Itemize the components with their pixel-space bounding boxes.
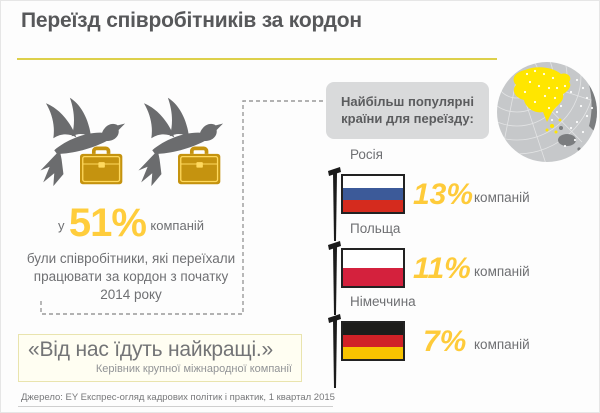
quote-box: «Від нас їдуть найкращі.» Керівник крупн…: [18, 334, 302, 382]
callout-box: Найбільш популярні країни для переїзду:: [326, 82, 489, 139]
callout-text: Найбільш популярні країни для переїзду:: [341, 93, 474, 126]
country-label: Німеччина: [350, 294, 416, 309]
country-label: Росія: [350, 147, 383, 162]
country-value: 7%: [423, 325, 467, 358]
country-unit: компаній: [474, 264, 530, 279]
quote-attribution: Керівник крупної міжнародної компанії: [95, 363, 292, 375]
page-title: Переїзд співробітників за кордон: [21, 9, 362, 32]
flagpole-icon: [328, 167, 341, 241]
flagpole-icon: [328, 241, 341, 315]
stat-description: були співробітники, які переїхали працюв…: [26, 251, 236, 303]
country-label: Польща: [350, 221, 401, 236]
source-note: Джерело: EY Експрес-огляд кадрових політ…: [21, 392, 335, 403]
country-row-poland: Польща 11% компаній: [328, 221, 590, 315]
country-row-russia: Росія 13% компаній: [328, 147, 590, 241]
country-value: 11%: [413, 252, 471, 285]
country-row-germany: Німеччина 7% компаній: [328, 294, 590, 388]
bird-with-briefcase-icon: [40, 97, 126, 187]
title-underline: [17, 58, 497, 60]
country-unit: компаній: [474, 337, 530, 352]
country-unit: компаній: [474, 190, 530, 205]
stat-prefix: у: [57, 218, 65, 233]
bird-with-briefcase-icon: [138, 97, 224, 187]
key-stat: у 51% компаній були співробітники, які п…: [19, 201, 243, 305]
birds-group: [34, 91, 224, 191]
globe-icon: [497, 62, 597, 162]
flag-germany: [341, 321, 405, 361]
stat-headline: у 51% компаній: [19, 201, 243, 246]
country-value: 13%: [413, 178, 474, 211]
footer-divider: [18, 406, 333, 407]
quote-text: «Від нас їдуть найкращі.»: [28, 338, 274, 361]
stat-suffix: компаній: [150, 218, 205, 233]
flagpole-icon: [328, 314, 341, 388]
stat-value: 51%: [68, 201, 147, 245]
flag-russia: [341, 174, 405, 214]
flag-poland: [341, 248, 405, 288]
